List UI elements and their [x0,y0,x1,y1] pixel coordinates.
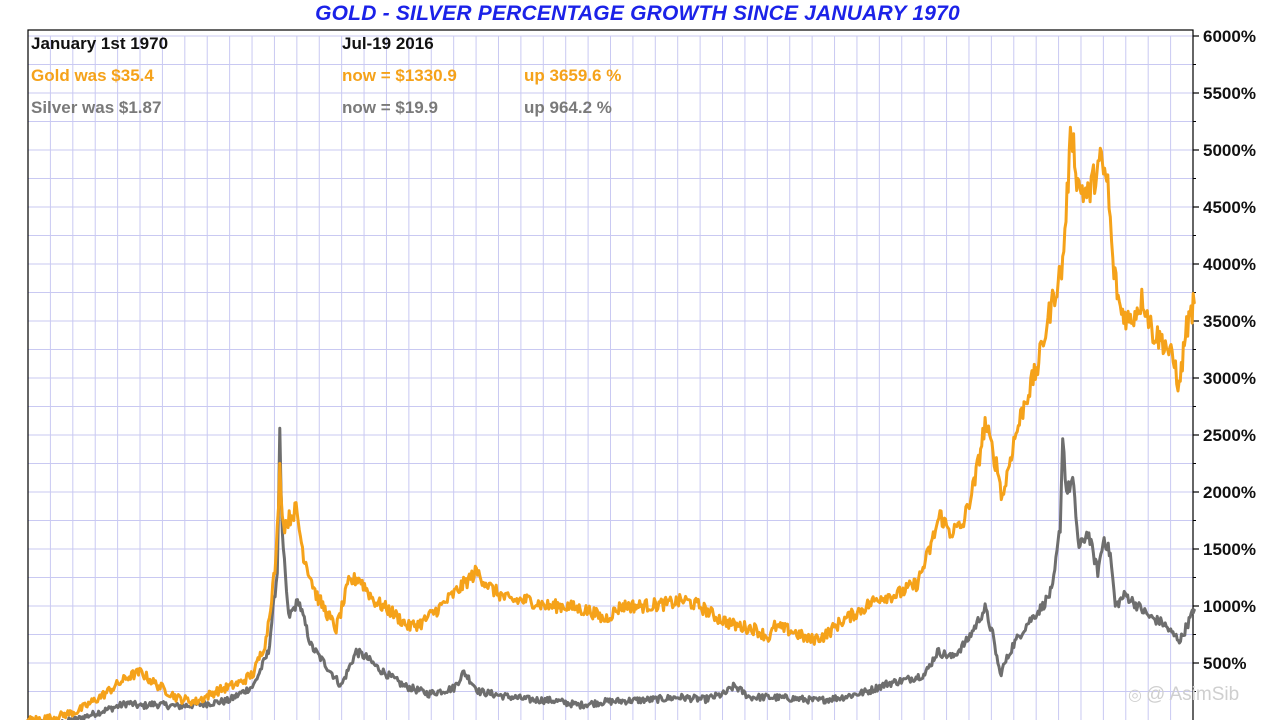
y-axis: 500% 1000% 1500% 2000% 2500% 3000% 3500% 4000% 4… [27,27,1256,720]
y-tick-label: 1500% [1203,540,1256,559]
gold-series-line [26,125,1196,720]
y-tick-label: 4000% [1203,255,1256,274]
plot-frame [27,29,1194,720]
start-date-label: January 1st 1970 [31,34,169,53]
series-layer [26,125,1196,720]
silver-series-line [26,426,1196,720]
y-tick-label: 6000% [1203,27,1256,46]
weibo-like-icon: ◎ [1128,687,1142,704]
watermark: ◎ @ AsimSib [1128,684,1239,706]
gold-growth: up 3659.6 % [524,66,622,85]
y-tick-label: 500% [1203,654,1246,673]
silver-growth: up 964.2 % [524,98,612,117]
y-tick-label: 3000% [1203,369,1256,388]
y-tick-label: 4500% [1203,198,1256,217]
y-tick-label: 5500% [1203,84,1256,103]
gold-current-price: now = $1330.9 [342,66,457,85]
y-tick-label: 2500% [1203,426,1256,445]
y-tick-label: 3500% [1203,312,1256,331]
watermark-text: @ AsimSib [1145,684,1240,705]
silver-start-price: Silver was $1.87 [31,98,162,117]
gold-start-price: Gold was $35.4 [31,66,154,85]
y-tick-label: 5000% [1203,141,1256,160]
y-tick-label: 1000% [1203,597,1256,616]
chart-title: GOLD - SILVER PERCENTAGE GROWTH SINCE JA… [315,2,960,25]
silver-current-price: now = $19.9 [342,98,438,117]
end-date-label: Jul-19 2016 [342,34,434,53]
y-tick-label: 2000% [1203,483,1256,502]
